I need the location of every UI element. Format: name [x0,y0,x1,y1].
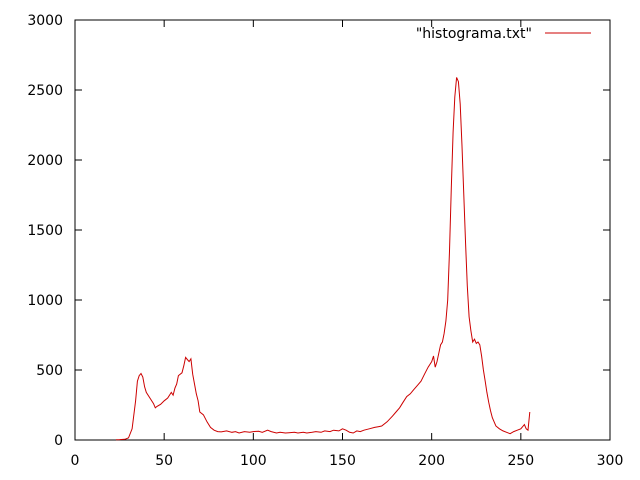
x-tick-label: 100 [240,453,267,469]
x-tick-label: 200 [418,453,445,469]
series-layer [115,77,531,441]
y-tick-label: 2500 [27,83,63,99]
x-tick-label: 0 [71,453,80,469]
x-tick-label: 300 [597,453,624,469]
x-tick-label: 150 [329,453,356,469]
x-tick-label: 250 [507,453,534,469]
y-tick-label: 3000 [27,13,63,29]
plot-frame [74,19,611,441]
axis-ticks [74,19,611,441]
legend: "histograma.txt" [416,26,591,42]
y-tick-label: 0 [54,433,63,449]
x-tick-label: 50 [155,453,173,469]
y-tick-label: 1000 [27,293,63,309]
series-line-0 [115,77,531,441]
axis-tick-labels: 0 50 100 150 200 250 3000500100015002000250030… [27,13,623,469]
y-tick-label: 500 [36,363,63,379]
legend-label: "histograma.txt" [416,26,532,42]
y-tick-label: 1500 [27,223,63,239]
y-tick-label: 2000 [27,153,63,169]
